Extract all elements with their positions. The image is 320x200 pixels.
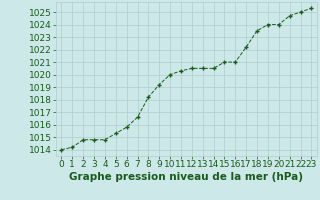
X-axis label: Graphe pression niveau de la mer (hPa): Graphe pression niveau de la mer (hPa) (69, 172, 303, 182)
